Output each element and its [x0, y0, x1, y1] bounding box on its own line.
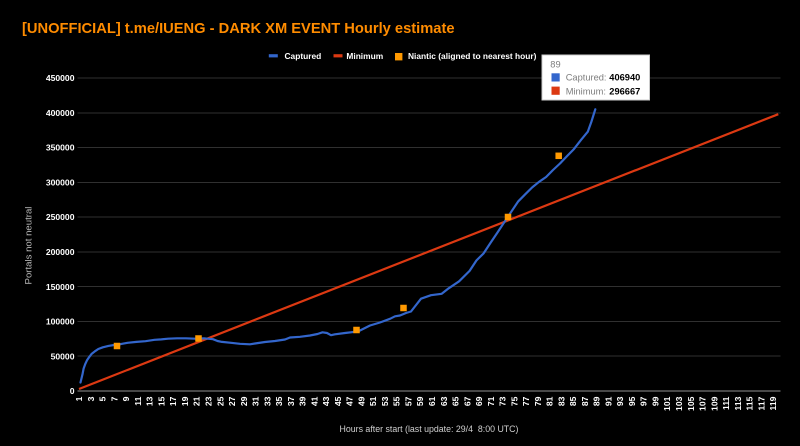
svg-text:57: 57: [403, 396, 413, 406]
svg-text:75: 75: [509, 396, 519, 406]
svg-text:100000: 100000: [46, 317, 75, 327]
svg-text:31: 31: [251, 396, 261, 406]
svg-text:35: 35: [274, 396, 284, 406]
svg-text:109: 109: [709, 396, 719, 411]
svg-text:1: 1: [74, 396, 84, 401]
svg-text:51: 51: [368, 396, 378, 406]
svg-text:73: 73: [498, 396, 508, 406]
svg-text:23: 23: [203, 396, 213, 406]
svg-text:37: 37: [286, 396, 296, 406]
svg-text:49: 49: [356, 396, 366, 406]
svg-text:17: 17: [168, 396, 178, 406]
svg-text:27: 27: [227, 396, 237, 406]
svg-text:59: 59: [415, 396, 425, 406]
svg-text:150000: 150000: [46, 282, 75, 292]
svg-text:89: 89: [550, 59, 560, 69]
svg-text:81: 81: [545, 396, 555, 406]
svg-text:296667: 296667: [609, 86, 640, 96]
svg-text:5: 5: [98, 396, 108, 401]
svg-text:47: 47: [345, 396, 355, 406]
svg-text:Minimum:: Minimum:: [566, 86, 606, 96]
svg-text:41: 41: [309, 396, 319, 406]
svg-text:9: 9: [121, 396, 131, 401]
svg-text:450000: 450000: [46, 73, 75, 83]
svg-text:Hours after start (last update: Hours after start (last update: 29/4 8:0…: [340, 424, 519, 434]
svg-text:0: 0: [70, 386, 75, 396]
svg-text:45: 45: [333, 396, 343, 406]
svg-text:Captured:: Captured:: [566, 73, 607, 83]
svg-text:119: 119: [768, 396, 778, 410]
svg-text:93: 93: [615, 396, 625, 406]
svg-text:7: 7: [109, 396, 119, 401]
svg-text:25: 25: [215, 396, 225, 406]
svg-text:15: 15: [156, 396, 166, 406]
svg-text:67: 67: [462, 396, 472, 406]
svg-text:91: 91: [603, 396, 613, 406]
svg-text:89: 89: [592, 396, 602, 406]
svg-text:77: 77: [521, 396, 531, 406]
svg-text:111: 111: [721, 396, 731, 410]
svg-text:71: 71: [486, 396, 496, 406]
svg-text:63: 63: [439, 396, 449, 406]
svg-text:99: 99: [650, 396, 660, 406]
svg-text:Minimum: Minimum: [346, 51, 383, 61]
svg-text:61: 61: [427, 396, 437, 406]
svg-text:11: 11: [133, 396, 143, 405]
svg-text:400000: 400000: [46, 108, 75, 118]
svg-text:55: 55: [392, 396, 402, 406]
svg-text:95: 95: [627, 396, 637, 406]
svg-text:21: 21: [192, 396, 202, 406]
svg-text:97: 97: [639, 396, 649, 406]
svg-text:53: 53: [380, 396, 390, 406]
svg-text:87: 87: [580, 396, 590, 406]
svg-text:300000: 300000: [46, 177, 75, 187]
svg-text:85: 85: [568, 396, 578, 406]
svg-text:350000: 350000: [46, 143, 75, 153]
svg-text:19: 19: [180, 396, 190, 406]
svg-text:115: 115: [745, 396, 755, 410]
svg-text:13: 13: [145, 396, 155, 406]
svg-text:3: 3: [86, 396, 96, 401]
svg-text:200000: 200000: [46, 247, 75, 257]
svg-text:69: 69: [474, 396, 484, 406]
svg-text:250000: 250000: [46, 212, 75, 222]
svg-text:117: 117: [756, 396, 766, 410]
svg-text:101: 101: [662, 396, 672, 411]
svg-text:107: 107: [698, 396, 708, 411]
svg-text:83: 83: [556, 396, 566, 406]
svg-text:29: 29: [239, 396, 249, 406]
svg-text:33: 33: [262, 396, 272, 406]
svg-text:Niantic (aligned to nearest ho: Niantic (aligned to nearest hour): [408, 51, 537, 61]
svg-text:Captured: Captured: [285, 51, 322, 61]
svg-text:50000: 50000: [51, 351, 75, 361]
svg-text:43: 43: [321, 396, 331, 406]
svg-text:79: 79: [533, 396, 543, 406]
svg-text:[UNOFFICIAL] t.me/IUENG - DARK: [UNOFFICIAL] t.me/IUENG - DARK XM EVENT …: [22, 21, 455, 37]
svg-text:Portals not neutral: Portals not neutral: [24, 207, 35, 285]
svg-text:103: 103: [674, 396, 684, 411]
svg-text:113: 113: [733, 396, 743, 410]
svg-text:406940: 406940: [609, 73, 640, 83]
svg-text:39: 39: [298, 396, 308, 406]
svg-text:65: 65: [451, 396, 461, 406]
svg-text:105: 105: [686, 396, 696, 411]
